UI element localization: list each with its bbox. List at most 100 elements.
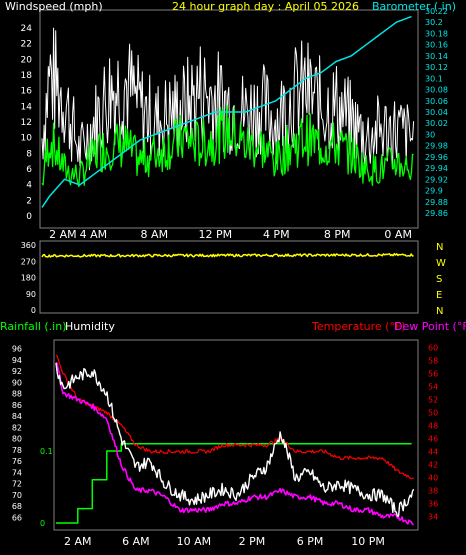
barometer-tick-label: 30.2 (425, 18, 443, 27)
gust-line (41, 27, 415, 171)
barometer-tick-label: 30.18 (425, 29, 448, 38)
temp-x-axis-ticks: 2 AM 6 AM 10 AM 2 PM 6 PM 10 PM (64, 535, 385, 548)
temp-x-tick-label: 2 AM (64, 535, 92, 548)
barometer-tick-label: 30.14 (425, 52, 448, 61)
temperature-tick-label: 48 (428, 422, 438, 431)
temperature-tick-label: 56 (428, 370, 438, 379)
humidity-tick-label: 92 (12, 367, 22, 376)
wind-tick-label: 18 (21, 71, 33, 81)
barometer-tick-label: 30.04 (425, 108, 448, 117)
temperature-tick-label: 38 (428, 487, 438, 496)
direction-series (41, 252, 414, 258)
temperature-y-axis-ticks: 34 36 38 40 42 44 46 48 50 52 54 56 58 60 (428, 344, 438, 522)
humidity-tick-label: 96 (12, 345, 22, 354)
compass-label: S (436, 274, 442, 285)
temperature-tick-label: 40 (428, 474, 438, 483)
direction-y-axis-ticks: 360 270 180 90 0 (21, 241, 36, 315)
temperature-tick-label: 54 (428, 383, 438, 392)
wind-tick-label: 22 (21, 40, 32, 50)
rain-tick-label: 0 (40, 519, 45, 528)
barometer-tick-label: 30.08 (425, 86, 448, 95)
rain-tick-label: 0.1 (40, 447, 53, 456)
compass-label: N (436, 242, 443, 253)
temperature-legend: Temperature (°F) (311, 320, 406, 333)
compass-label: W (436, 258, 446, 269)
barometer-tick-label: 29.88 (425, 198, 448, 207)
windspeed-axis-label: Windspeed (mph) (5, 0, 103, 13)
barometer-tick-label: 29.86 (425, 209, 448, 218)
humidity-tick-label: 88 (12, 390, 22, 399)
dewpoint-legend: Dew Point (°F) (394, 320, 466, 333)
wind-tick-label: 14 (21, 102, 33, 112)
barometer-tick-label: 30.12 (425, 63, 448, 72)
temp-panel-frame (53, 339, 419, 531)
wind-tick-label: 8 (26, 149, 32, 159)
temperature-tick-label: 50 (428, 409, 438, 418)
wind-tick-label: 6 (26, 165, 32, 175)
temperature-tick-label: 58 (428, 357, 438, 366)
wind-panel-frame (39, 9, 419, 229)
humidity-tick-label: 70 (12, 491, 22, 500)
temp-x-tick-label: 10 AM (177, 535, 212, 548)
barometer-tick-label: 29.96 (425, 153, 448, 162)
temperature-tick-label: 46 (428, 435, 438, 444)
wind-tick-label: 0 (26, 212, 32, 222)
wind-x-tick-label: 0 AM (384, 228, 412, 241)
barometer-tick-label: 30.22 (425, 7, 448, 16)
rainfall-line (56, 443, 412, 524)
barometer-tick-label: 30.02 (425, 119, 448, 128)
rainfall-legend: Rainfall (.in) (0, 320, 67, 333)
wind-series (41, 15, 415, 208)
humidity-tick-label: 86 (12, 401, 22, 410)
humidity-tick-label: 84 (12, 412, 22, 421)
wind-tick-label: 2 (26, 196, 32, 206)
wind-tick-label: 4 (26, 181, 32, 191)
direction-tick-label: 90 (26, 290, 36, 299)
direction-panel-frame (39, 240, 419, 314)
temp-x-tick-label: 6 PM (297, 535, 324, 548)
wind-tick-label: 16 (21, 87, 33, 97)
humidity-tick-label: 76 (12, 457, 22, 466)
direction-tick-label: 180 (21, 274, 36, 283)
temperature-tick-label: 34 (428, 513, 438, 522)
dewpoint-line (55, 361, 414, 526)
graph-title: 24 hour graph day : April 05 2026 (172, 0, 359, 13)
temp-series (55, 354, 415, 526)
compass-label: E (436, 290, 442, 301)
humidity-tick-label: 90 (12, 378, 22, 387)
wind-x-tick-label: 4 AM (80, 228, 108, 241)
temp-x-tick-label: 2 PM (239, 535, 266, 548)
wind-tick-label: 12 (21, 118, 32, 128)
humidity-tick-label: 66 (12, 513, 22, 522)
wind-x-tick-label: 12 PM (198, 228, 232, 241)
humidity-tick-label: 74 (12, 468, 22, 477)
barometer-tick-label: 29.9 (425, 187, 443, 196)
wind-x-tick-label: 8 AM (141, 228, 169, 241)
barometer-tick-label: 30.06 (425, 97, 448, 106)
temp-x-tick-label: 10 PM (351, 535, 385, 548)
humidity-legend: Humidity (65, 320, 115, 333)
temperature-tick-label: 60 (428, 344, 438, 353)
rain-y-axis-ticks: 00.1 (40, 447, 53, 528)
barometer-y-axis-ticks: 29.86 29.88 29.9 29.92 29.94 29.96 29.98 30 30.0… (425, 7, 448, 218)
direction-tick-label: 0 (31, 306, 36, 315)
humidity-tick-label: 82 (12, 423, 22, 432)
humidity-y-axis-ticks: 66 68 70 72 74 76 78 80 82 84 86 88 90 92 94 96 (12, 345, 22, 523)
barometer-tick-label: 30 (425, 130, 435, 139)
direction-line (41, 252, 414, 258)
humidity-line (55, 362, 415, 517)
barometer-tick-label: 29.94 (425, 164, 448, 173)
wind-tick-label: 24 (21, 24, 33, 34)
barometer-line (41, 15, 412, 208)
humidity-tick-label: 94 (12, 356, 22, 365)
temperature-tick-label: 52 (428, 396, 438, 405)
humidity-tick-label: 80 (12, 435, 22, 444)
barometer-tick-label: 30.1 (425, 74, 443, 83)
barometer-tick-label: 29.98 (425, 142, 448, 151)
humidity-tick-label: 78 (12, 446, 22, 455)
wind-tick-label: 20 (21, 55, 33, 65)
temp-x-tick-label: 6 AM (122, 535, 150, 548)
